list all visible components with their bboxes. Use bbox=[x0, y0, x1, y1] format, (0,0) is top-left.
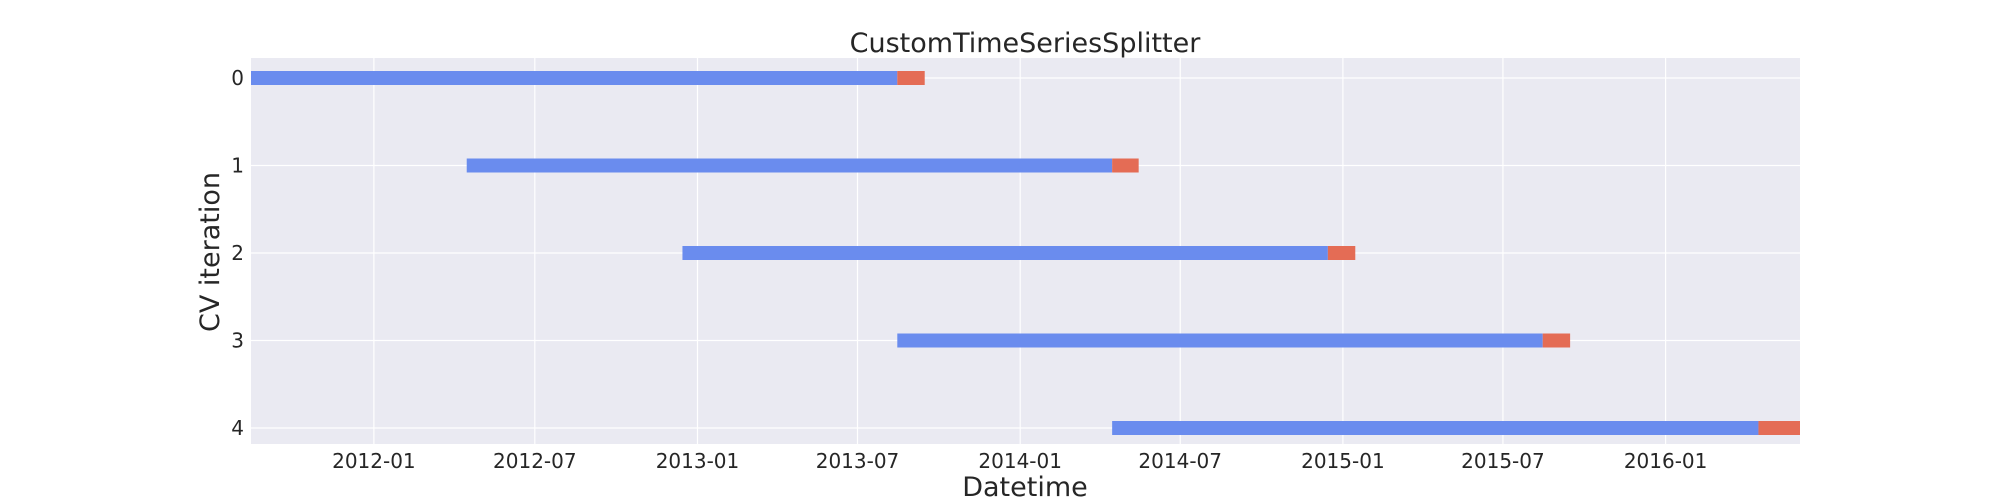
y-tick-labels: 0 1 2 3 4 bbox=[231, 66, 244, 440]
test-bar bbox=[897, 71, 925, 85]
x-tick-labels: 2012-01 2012-07 2013-01 2013-07 2014-01 2014-… bbox=[332, 449, 1707, 473]
test-bar bbox=[1758, 421, 1800, 435]
chart-title: CustomTimeSeriesSplitter bbox=[850, 28, 1202, 59]
y-tick-label: 2 bbox=[231, 241, 244, 265]
x-tick-label: 2015-01 bbox=[1301, 449, 1385, 473]
x-tick-label: 2012-01 bbox=[332, 449, 416, 473]
fold-bars bbox=[251, 71, 1800, 435]
test-bar bbox=[1327, 246, 1356, 260]
y-axis-label: CV iteration bbox=[195, 172, 226, 332]
x-tick-label: 2013-01 bbox=[656, 449, 740, 473]
y-tick-label: 0 bbox=[231, 66, 244, 90]
train-bar bbox=[682, 246, 1328, 260]
x-tick-label: 2016-01 bbox=[1624, 449, 1708, 473]
train-bar bbox=[466, 158, 1113, 173]
x-tick-label: 2014-07 bbox=[1138, 449, 1222, 473]
test-bar bbox=[1112, 158, 1139, 173]
x-tick-label: 2014-01 bbox=[978, 449, 1062, 473]
y-tick-label: 3 bbox=[231, 329, 244, 353]
train-bar bbox=[897, 333, 1543, 348]
y-tick-label: 4 bbox=[231, 416, 244, 440]
x-axis-label: Datetime bbox=[962, 472, 1088, 500]
x-tick-label: 2012-07 bbox=[493, 449, 577, 473]
x-tick-label: 2013-07 bbox=[816, 449, 900, 473]
train-bar bbox=[1112, 421, 1759, 435]
train-bar bbox=[251, 71, 898, 85]
test-bar bbox=[1542, 333, 1571, 348]
y-tick-label: 1 bbox=[231, 154, 244, 178]
x-tick-label: 2015-07 bbox=[1461, 449, 1545, 473]
